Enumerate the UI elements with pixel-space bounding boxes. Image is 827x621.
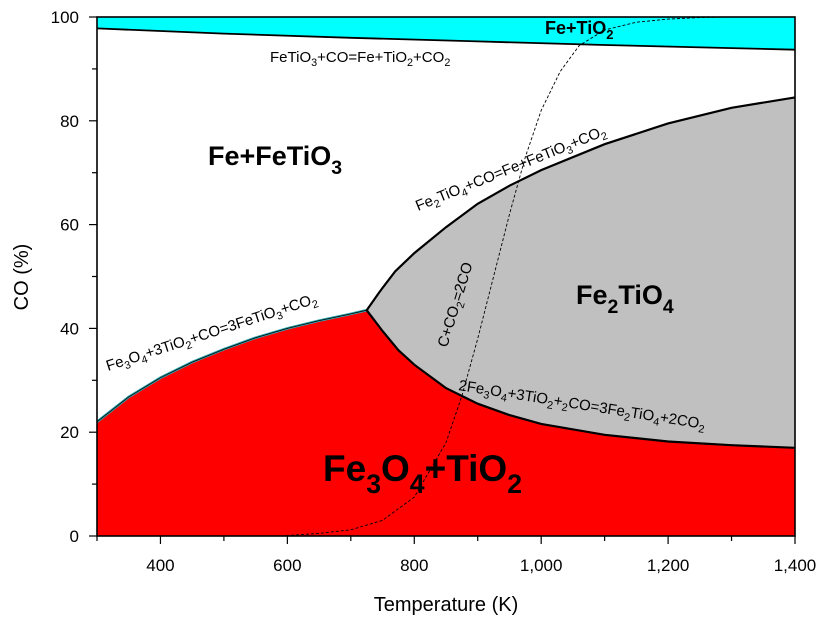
boudouard-curve	[280, 16, 732, 537]
y-tick-label: 60	[60, 216, 79, 235]
y-tick-label: 100	[51, 8, 79, 27]
region-fe3o4-tio2	[97, 310, 795, 536]
x-tick-label: 1,000	[520, 556, 563, 575]
y-tick-label: 20	[60, 423, 79, 442]
region-label-fe-fetio3: Fe+FeTiO3	[208, 141, 342, 179]
boundary-fe2tio4-reduction	[365, 96, 796, 311]
region-fe2tio4	[366, 97, 795, 448]
x-tick-label: 400	[146, 556, 174, 575]
y-tick-label: 80	[60, 112, 79, 131]
y-tick-label: 0	[70, 527, 79, 546]
boundary-fe3o4-fe2tio4	[365, 309, 796, 449]
x-tick-label: 800	[400, 556, 428, 575]
reaction-label-fetio3-reduction: FeTiO3+CO=Fe+TiO2+CO2	[270, 49, 450, 69]
region-label-fe2tio4: Fe2TiO4	[576, 280, 674, 318]
x-tick-label: 1,200	[647, 556, 690, 575]
x-axis-title: Temperature (K)	[374, 594, 519, 616]
x-tick-label: 600	[273, 556, 301, 575]
region-label-fe-tio2: Fe+TiO2	[545, 18, 613, 42]
boundary-fe3o4-fetio3	[96, 309, 367, 423]
x-tick-label: 1,400	[774, 556, 817, 575]
y-tick-label: 40	[60, 319, 79, 338]
y-axis-title: CO (%)	[11, 244, 33, 311]
region-fe-tio2	[97, 17, 795, 50]
boundary-fetio3-reduction	[96, 27, 796, 51]
region-label-fe3o4-tio2: Fe3O4+TiO2	[323, 448, 522, 499]
